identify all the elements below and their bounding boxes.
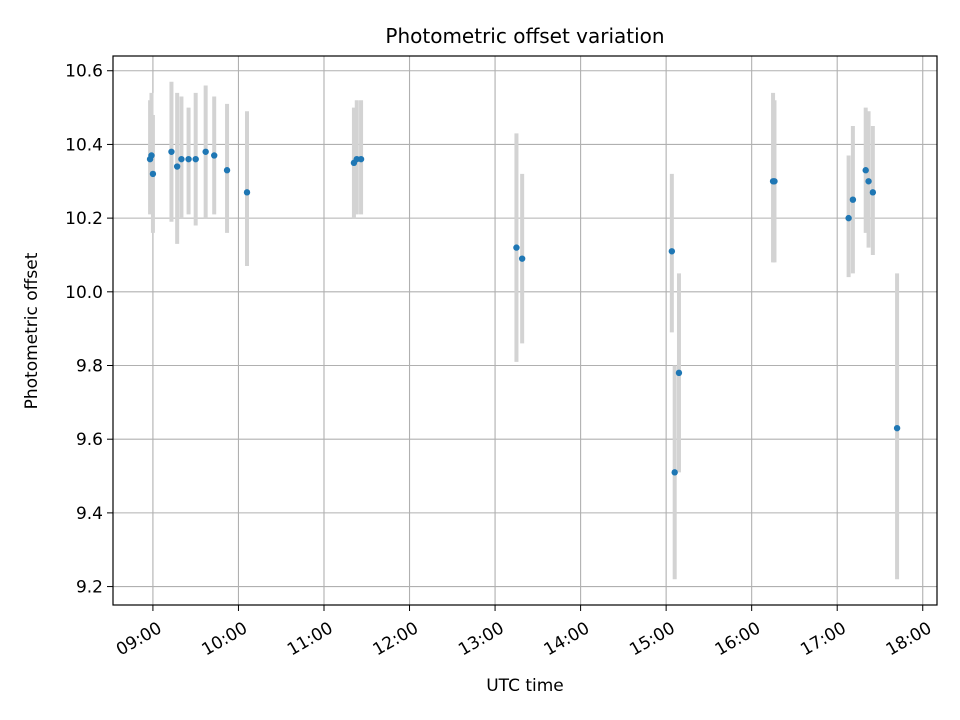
data-point <box>771 178 778 185</box>
y-axis-label: Photometric offset <box>22 252 42 409</box>
data-point <box>869 189 877 196</box>
y-tick-label: 9.4 <box>76 504 103 524</box>
data-point <box>173 163 181 170</box>
data-point <box>148 152 155 159</box>
y-tick-label: 9.8 <box>76 357 103 377</box>
data-point <box>192 155 199 163</box>
y-tick-label: 10.4 <box>65 135 103 155</box>
data-point <box>243 189 251 196</box>
chart-title: Photometric offset variation <box>385 24 664 48</box>
data-point <box>893 424 901 432</box>
data-point <box>671 469 678 476</box>
data-point <box>675 369 683 377</box>
data-point <box>513 244 520 251</box>
data-point <box>668 248 676 255</box>
data-point <box>357 155 365 163</box>
data-point <box>178 155 185 163</box>
y-tick-label: 9.2 <box>76 578 103 598</box>
data-point <box>223 167 231 174</box>
plot-frame <box>112 55 938 606</box>
y-tick-label: 9.6 <box>76 430 103 450</box>
grid-lines <box>113 56 937 605</box>
y-tick-label: 10.0 <box>65 283 103 303</box>
data-point <box>211 152 218 159</box>
data-point <box>845 214 852 222</box>
x-axis-label: UTC time <box>486 676 564 696</box>
data-points <box>146 148 901 476</box>
data-point <box>149 170 157 178</box>
data-point <box>862 167 869 174</box>
data-point <box>202 148 209 155</box>
data-point <box>865 178 872 185</box>
data-point <box>849 196 857 203</box>
data-point <box>518 255 526 262</box>
y-tick-label: 10.6 <box>65 62 103 82</box>
data-point <box>185 155 192 163</box>
data-point <box>168 148 175 155</box>
y-tick-label: 10.2 <box>65 209 103 229</box>
